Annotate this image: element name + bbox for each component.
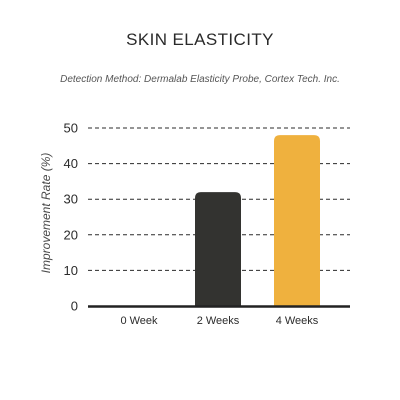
x-tick-label: 4 Weeks [276, 315, 319, 327]
x-tick-labels: 0 Week 2 Weeks 4 Weeks [120, 315, 318, 327]
y-tick-label: 50 [64, 121, 78, 136]
bar-2-weeks [195, 192, 241, 306]
y-tick-label: 0 [71, 299, 78, 314]
y-tick-label: 20 [64, 227, 78, 242]
y-tick-labels: 0 10 20 30 40 50 [64, 121, 78, 314]
y-axis-label: Improvement Rate (%) [39, 153, 53, 274]
chart-title: SKIN ELASTICITY [126, 30, 274, 49]
x-tick-label: 2 Weeks [197, 315, 240, 327]
chart-subtitle: Detection Method: Dermalab Elasticity Pr… [60, 74, 340, 85]
bar-4-weeks [274, 135, 320, 306]
y-tick-label: 10 [64, 263, 78, 278]
x-tick-label: 0 Week [120, 315, 158, 327]
y-axis-label-group: Improvement Rate (%) [39, 153, 53, 274]
bars [195, 135, 320, 306]
y-tick-label: 40 [64, 156, 78, 171]
y-tick-label: 30 [64, 192, 78, 207]
